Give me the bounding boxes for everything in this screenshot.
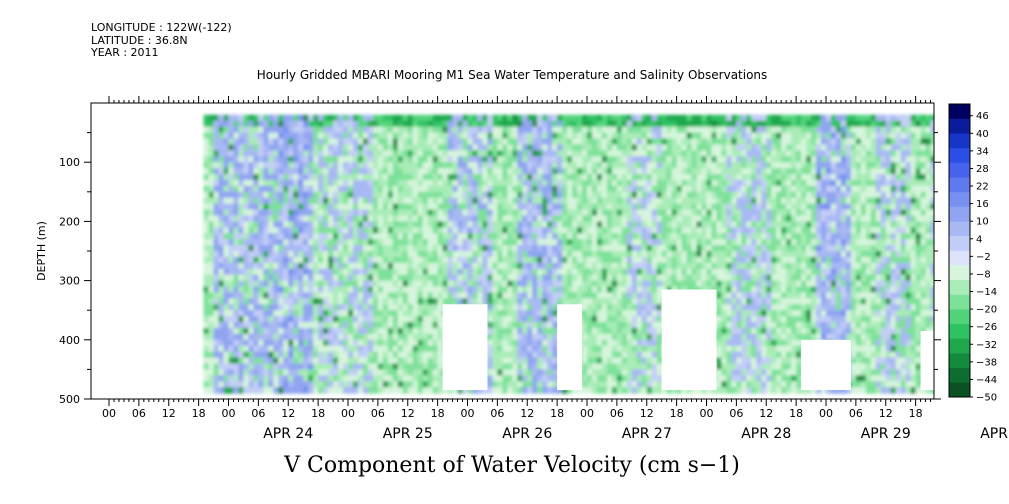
colorbar-segment: [949, 162, 970, 178]
x-hour-label: 18: [670, 407, 684, 420]
x-day-label: APR 27: [622, 426, 672, 442]
y-axis-label: DEPTH (m): [35, 221, 48, 281]
x-day-label: APR 28: [741, 426, 791, 442]
colorbar-frame: [948, 103, 971, 398]
x-hour-label: 06: [132, 407, 146, 420]
x-day-label: APR 25: [383, 426, 433, 442]
x-hour-label: 06: [371, 407, 385, 420]
y-axis-ticks: 100 200 300 400 500: [59, 132, 941, 406]
x-hour-label: 06: [490, 407, 504, 420]
colorbar-label: 4: [976, 234, 982, 245]
y-tick-label: 500: [59, 393, 80, 406]
x-day-label: APR 24: [263, 426, 313, 442]
colorbar-label: 16: [976, 199, 989, 210]
colorbar-label: −8: [976, 269, 991, 280]
colorbar-label: −38: [976, 357, 997, 368]
x-hour-label: 12: [640, 407, 654, 420]
x-hour-label: 00: [102, 407, 116, 420]
colorbar-label: −2: [976, 252, 991, 263]
missing-region-0: [442, 304, 488, 391]
x-hour-label: 00: [580, 407, 594, 420]
latitude-label: LATITUDE : 36.8N: [91, 33, 188, 47]
y-tick-label: 100: [59, 156, 80, 169]
y-tick-label: 300: [59, 275, 80, 288]
x-day-label: APR 29: [861, 426, 911, 442]
x-hour-label: 06: [729, 407, 743, 420]
colorbar-segment: [949, 367, 970, 383]
colorbar-segment: [949, 177, 970, 193]
colorbar-segment: [949, 309, 970, 325]
colorbar-label: 40: [976, 129, 989, 140]
x-hour-label: 18: [909, 407, 923, 420]
colorbar-segment: [949, 382, 970, 398]
x-hour-label: 00: [341, 407, 355, 420]
heatmap-field: [203, 114, 934, 394]
x-hour-label: 18: [311, 407, 325, 420]
colorbar-label: −44: [976, 375, 997, 386]
missing-region-2: [661, 289, 717, 391]
x-hour-label: 18: [789, 407, 803, 420]
x-hour-label: 06: [610, 407, 624, 420]
x-hour-label: 12: [401, 407, 415, 420]
x-day-label: APR 26: [502, 426, 552, 442]
x-hour-label: 12: [759, 407, 773, 420]
y-tick-label: 200: [59, 215, 80, 228]
chart-title: Hourly Gridded MBARI Mooring M1 Sea Wate…: [256, 68, 768, 82]
metadata-block: LONGITUDE : 122W(-122) LATITUDE : 36.8N …: [91, 21, 232, 60]
x-day-label: APR 30: [980, 426, 1009, 442]
colorbar-segment: [949, 294, 970, 310]
colorbar-segment: [949, 250, 970, 266]
colorbar-segment: [949, 235, 970, 251]
colorbar-segment: [949, 147, 970, 163]
colorbar-segment: [949, 118, 970, 134]
colorbar-segment: [949, 279, 970, 295]
x-hour-label: 12: [162, 407, 176, 420]
x-hour-label: 00: [222, 407, 236, 420]
x-hour-label: 00: [700, 407, 714, 420]
colorbar-label: −26: [976, 322, 997, 333]
x-hour-label: 18: [192, 407, 206, 420]
x-hour-label: 12: [520, 407, 534, 420]
x-axis-label: V Component of Water Velocity (cm s−1): [284, 453, 740, 478]
colorbar-segment: [949, 221, 970, 237]
colorbar-segment: [949, 265, 970, 281]
x-hour-label: 12: [281, 407, 295, 420]
colorbar-label: 22: [976, 182, 989, 193]
colorbar-label: −32: [976, 340, 997, 351]
colorbar-label: 46: [976, 111, 989, 122]
colorbar-label: −20: [976, 305, 997, 316]
y-tick-label: 400: [59, 334, 80, 347]
missing-region-3: [801, 339, 851, 391]
year-label: YEAR : 2011: [91, 46, 159, 59]
x-hour-label: 18: [431, 407, 445, 420]
colorbar-segment: [949, 191, 970, 207]
colorbar-label: 10: [976, 217, 989, 228]
colorbar-segment: [949, 338, 970, 354]
x-hour-label: 12: [879, 407, 893, 420]
colorbar-segment: [949, 353, 970, 368]
x-hour-label: 06: [251, 407, 265, 420]
x-hour-label: 18: [550, 407, 564, 420]
colorbar-segment: [949, 206, 970, 222]
missing-region-1: [557, 304, 583, 391]
colorbar-label: 34: [976, 146, 989, 157]
longitude-label: LONGITUDE : 122W(-122): [91, 21, 232, 34]
colorbar-segment: [949, 323, 970, 339]
colorbar-segment: [949, 104, 970, 119]
colorbar-label: −50: [976, 393, 997, 404]
colorbar-label: 28: [976, 164, 989, 175]
x-axis-ticks: 00 06 12 18 00 06 12 18 00 06 12 18 00 06 12 18 00 06 12 18…: [102, 96, 1009, 442]
x-hour-label: 00: [461, 407, 475, 420]
colorbar: 46 40 34 28 22 16 10 4 −2 −8 −14 −20 −26 −32 −38 −44 −50: [948, 103, 997, 404]
colorbar-segment: [949, 133, 970, 149]
x-hour-label: 06: [849, 407, 863, 420]
x-hour-label: 00: [819, 407, 833, 420]
colorbar-label: −14: [976, 287, 997, 298]
